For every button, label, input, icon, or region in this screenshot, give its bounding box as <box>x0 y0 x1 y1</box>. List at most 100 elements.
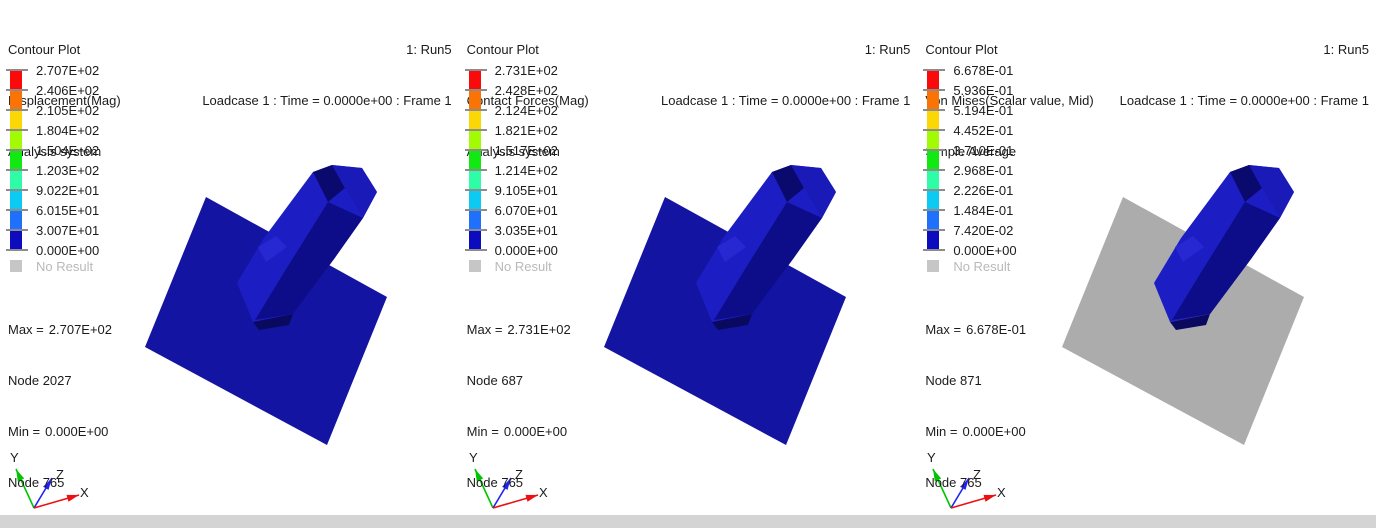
no-result-label: No Result <box>36 259 94 274</box>
triad-x-label: X <box>80 485 89 500</box>
legend-value: 6.070E+01 <box>494 203 558 218</box>
legend-colorbar <box>468 70 481 250</box>
no-result-label: No Result <box>953 259 1011 274</box>
legend-color-band <box>10 130 22 150</box>
legend-color-band <box>468 130 481 150</box>
legend-value: 2.428E+02 <box>494 83 558 98</box>
legend-tick <box>923 169 946 171</box>
rod-side-face <box>1172 202 1281 320</box>
legend-tick <box>6 169 28 171</box>
legend-value: 7.420E-02 <box>953 223 1014 238</box>
rod-chamfer-face <box>258 236 287 262</box>
legend-tick <box>6 69 28 71</box>
model-plate-and-rod[interactable] <box>1062 165 1305 445</box>
viewport-3d[interactable]: Y Z X <box>459 0 918 528</box>
contour-result-type: Von Mises(Scalar value, Mid) <box>925 93 1094 108</box>
legend-color-band <box>927 150 940 170</box>
rod-chamfer-face <box>1175 236 1205 262</box>
legend-tick <box>923 109 946 111</box>
legend-value: 0.000E+00 <box>953 243 1017 258</box>
legend-tick <box>464 69 487 71</box>
triad-z-label: Z <box>973 467 981 482</box>
legend-tick <box>464 169 487 171</box>
triad-y-arrowhead <box>933 469 942 482</box>
legend-value: 2.731E+02 <box>494 63 558 78</box>
legend-color-band <box>927 190 940 210</box>
legend-value: 2.406E+02 <box>36 83 100 98</box>
model-plate-and-rod[interactable] <box>603 165 846 445</box>
rod-side-face <box>255 202 363 320</box>
legend-tick <box>6 129 28 131</box>
legend-tick <box>464 249 487 251</box>
min-node-line: Node 765 <box>925 475 982 490</box>
triad-y-label: Y <box>10 450 19 465</box>
rod-chamfer-face <box>716 236 746 262</box>
min-line: Min = 0.000E+00 <box>8 424 109 439</box>
legend-tick <box>923 69 946 71</box>
legend-tick <box>464 149 487 151</box>
legend-color-band <box>927 70 940 90</box>
rod-shadow <box>711 314 752 330</box>
viewport-panel-contact-forces[interactable]: Y Z X Contour Plot Contact Forces(Mag) A… <box>459 0 918 528</box>
max-line: Max = 6.678E-01 <box>925 322 1027 337</box>
legend-value: 9.105E+01 <box>494 183 558 198</box>
triad-y-arrowhead <box>16 469 25 482</box>
triad-x-arrowhead <box>66 494 79 502</box>
legend-tick <box>464 209 487 211</box>
contour-result-type: Displacement(Mag) <box>8 93 121 108</box>
legend-tick <box>464 189 487 191</box>
max-node-line: Node 2027 <box>8 373 72 388</box>
min-node-line: Node 765 <box>466 475 524 490</box>
viewport-panel-von-mises[interactable]: Y Z X Contour Plot Von Mises(Scalar valu… <box>917 0 1376 528</box>
legend-color-band <box>468 70 481 90</box>
legend-value: 1.214E+02 <box>494 163 558 178</box>
no-result-swatch <box>10 260 22 272</box>
legend-color-band <box>10 70 22 90</box>
max-value: 2.731E+02 <box>507 322 571 337</box>
model-plate-and-rod[interactable] <box>145 165 387 445</box>
min-node-line: Node 765 <box>8 475 65 490</box>
triad-z-arrowhead <box>501 478 511 490</box>
max-node-line: Node 871 <box>925 373 982 388</box>
contour-header: Contour Plot Von Mises(Scalar value, Mid… <box>925 7 1093 194</box>
legend-tick <box>923 229 946 231</box>
legend-value: 6.015E+01 <box>36 203 100 218</box>
legend-tick <box>6 149 28 151</box>
legend-tick <box>464 229 487 231</box>
loadcase-header: 1: Run5 Loadcase 1 : Time = 0.0000e+00 :… <box>1120 7 1369 143</box>
viewport-3d[interactable]: Y Z X <box>0 0 459 528</box>
orientation-triad: Y Z X <box>469 450 548 509</box>
max-node-line: Node 687 <box>466 373 524 388</box>
legend-colorbar <box>10 70 22 250</box>
run-label: 1: Run5 <box>406 42 452 57</box>
legend-value: 6.678E-01 <box>953 63 1014 78</box>
legend-value: 1.203E+02 <box>36 163 100 178</box>
legend-tick <box>923 189 946 191</box>
legend-value: 1.804E+02 <box>36 123 100 138</box>
rod-end-cap <box>332 165 377 218</box>
viewport-panel-displacement[interactable]: Y Z X Contour Plot Displacement(Mag) Ana… <box>0 0 459 528</box>
bottom-strip <box>0 515 1376 528</box>
viewport-3d[interactable]: Y Z X <box>917 0 1376 528</box>
loadcase-label: Loadcase 1 : Time = 0.0000e+00 : Frame 1 <box>202 93 452 108</box>
triad-x-arrowhead <box>525 494 538 502</box>
legend-color-band <box>10 190 22 210</box>
rod-bevel-face <box>771 165 804 202</box>
rod-shadow <box>253 314 293 330</box>
legend-value: 5.936E-01 <box>953 83 1014 98</box>
legend-color-band <box>927 230 940 250</box>
legend-value: 1.484E-01 <box>953 203 1014 218</box>
legend-value: 2.707E+02 <box>36 63 100 78</box>
legend-color-band <box>10 150 22 170</box>
legend-tick <box>923 89 946 91</box>
legend-tick <box>923 149 946 151</box>
legend-tick <box>464 89 487 91</box>
loadcase-header: 1: Run5 Loadcase 1 : Time = 0.0000e+00 :… <box>202 7 451 143</box>
legend-color-band <box>468 230 481 250</box>
orientation-triad: Y Z X <box>10 450 89 509</box>
legend-tick <box>6 249 28 251</box>
min-value: 0.000E+00 <box>962 424 1026 439</box>
contour-stats: Max = 2.707E+02 Node 2027 Min = 0.000E+00 … <box>8 287 112 525</box>
legend-value: 4.452E-01 <box>953 123 1014 138</box>
